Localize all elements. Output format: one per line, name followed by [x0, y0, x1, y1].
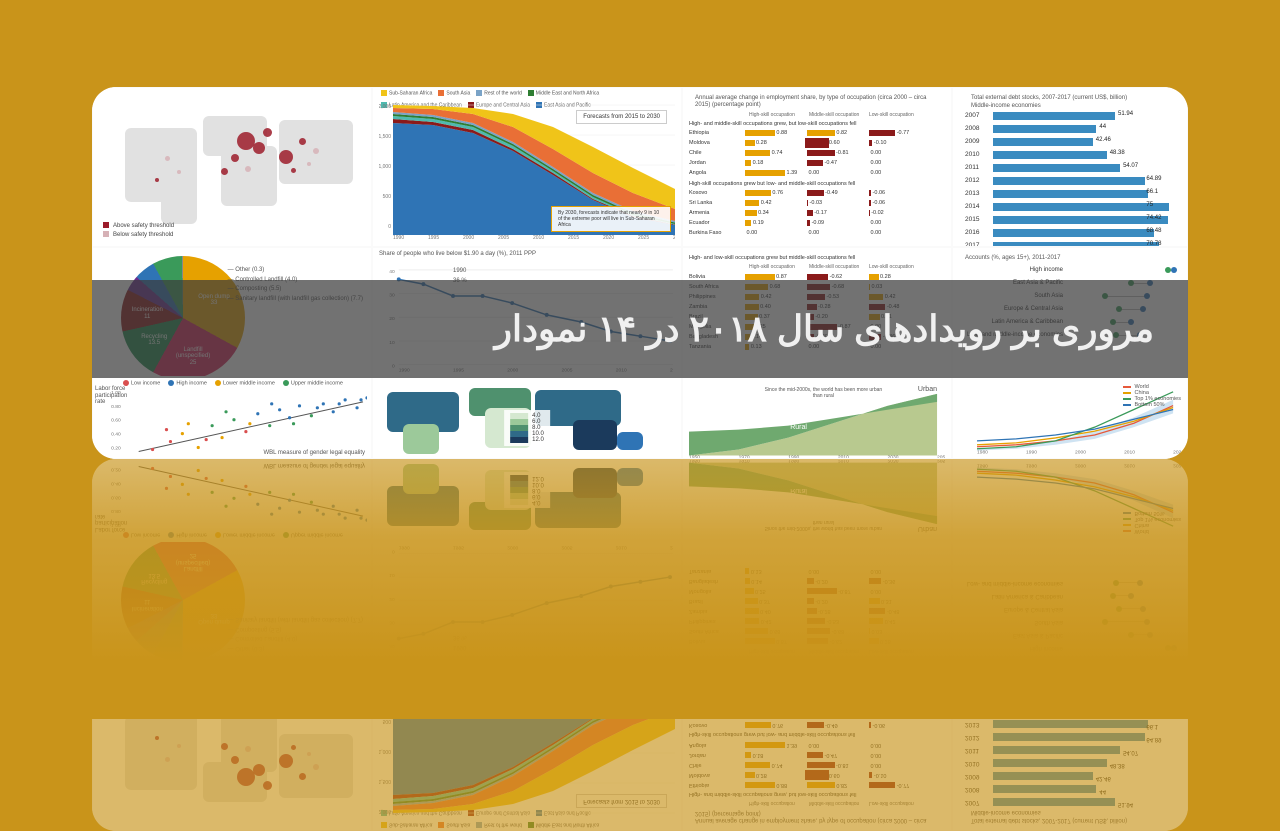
svg-text:1990: 1990 [788, 454, 799, 459]
overlay-title: مروری بر رویدادهای سال ۲۰۱۸ در ۱۴ نمودار [495, 308, 1154, 350]
svg-text:2020: 2020 [603, 235, 614, 240]
svg-text:0.60: 0.60 [111, 418, 121, 424]
svg-text:2,000: 2,000 [379, 104, 391, 110]
svg-text:2000: 2000 [463, 235, 474, 240]
svg-text:0.40: 0.40 [111, 432, 121, 438]
world-bubble-map: Above safety threshold Below safety thre… [92, 87, 372, 247]
income-growth-lines: 198019902000201020200.001.002.003.004.00… [952, 377, 1188, 459]
svg-text:1980: 1980 [977, 450, 988, 455]
occupation-change-top: Annual average change in employment shar… [682, 87, 952, 247]
title-overlay: مروری بر رویدادهای سال ۲۰۱۸ در ۱۴ نمودار [92, 280, 1188, 378]
svg-text:2010: 2010 [533, 235, 544, 240]
svg-text:0.20: 0.20 [111, 445, 121, 451]
svg-text:2005: 2005 [498, 235, 509, 240]
svg-text:2025: 2025 [638, 235, 649, 240]
svg-text:2010: 2010 [838, 454, 849, 459]
svg-text:2030: 2030 [673, 235, 675, 240]
svg-text:2,000: 2,000 [379, 808, 391, 814]
svg-text:1970: 1970 [739, 454, 750, 459]
choropleth-map: 4.06.08.010.012.0 [372, 377, 682, 459]
svg-text:500: 500 [383, 194, 392, 200]
svg-text:1,500: 1,500 [379, 778, 391, 784]
svg-text:2015: 2015 [568, 235, 579, 240]
svg-text:1,500: 1,500 [379, 134, 391, 140]
external-debt-bars: Total external debt stocks, 2007-2017 (c… [952, 87, 1188, 247]
poverty-area-chart: Sub-Saharan AfricaSouth AsiaRest of the … [372, 87, 682, 247]
svg-text:2050: 2050 [937, 454, 945, 459]
wbl-scatter: Low incomeHigh incomeLower middle income… [92, 377, 372, 459]
svg-text:1990: 1990 [393, 235, 404, 240]
svg-text:1,000: 1,000 [379, 748, 391, 754]
rural-urban-area: 195019701990201020302050RuralUrbanSince … [682, 377, 952, 459]
dashboard-card: Above safety threshold Below safety thre… [92, 87, 1188, 459]
svg-text:1950: 1950 [689, 454, 700, 459]
svg-text:0: 0 [388, 224, 391, 230]
svg-text:2010: 2010 [1124, 450, 1135, 455]
svg-text:2020: 2020 [1173, 450, 1181, 455]
svg-text:2030: 2030 [887, 454, 898, 459]
svg-text:1990: 1990 [1026, 450, 1037, 455]
svg-text:1995: 1995 [428, 235, 439, 240]
svg-text:2000: 2000 [1075, 450, 1086, 455]
svg-text:1,000: 1,000 [379, 164, 391, 170]
svg-text:40: 40 [389, 269, 395, 275]
reflection-mask [92, 459, 1188, 719]
